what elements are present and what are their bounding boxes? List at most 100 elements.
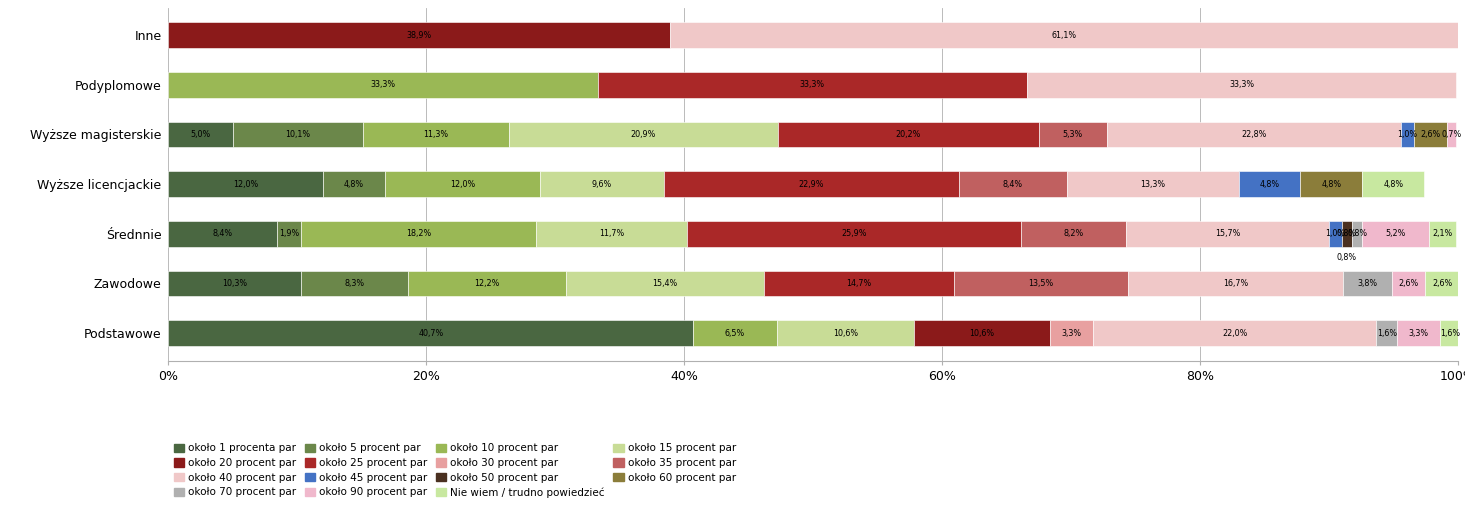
Bar	[958, 171, 1067, 197]
Bar	[598, 72, 1027, 98]
Text: 22,8%: 22,8%	[1241, 130, 1267, 139]
Text: 5,2%: 5,2%	[1386, 229, 1406, 238]
Text: 11,3%: 11,3%	[423, 130, 448, 139]
Bar	[565, 270, 765, 297]
Text: 5,3%: 5,3%	[1062, 130, 1083, 139]
Bar	[324, 171, 385, 197]
Bar	[776, 320, 914, 346]
Text: 2,6%: 2,6%	[1421, 130, 1440, 139]
Text: 1,0%: 1,0%	[1398, 130, 1418, 139]
Text: 10,3%: 10,3%	[223, 279, 248, 288]
Text: 61,1%: 61,1%	[1052, 30, 1077, 40]
Bar	[1343, 270, 1392, 297]
Text: 4,8%: 4,8%	[1260, 180, 1279, 188]
Text: 2,6%: 2,6%	[1433, 279, 1452, 288]
Bar	[385, 171, 539, 197]
Bar	[1301, 171, 1362, 197]
Bar	[536, 221, 687, 247]
Bar	[1128, 270, 1343, 297]
Bar	[1401, 122, 1414, 147]
Text: 38,9%: 38,9%	[407, 30, 432, 40]
Bar	[693, 320, 776, 346]
Text: 0,8%: 0,8%	[1346, 229, 1367, 238]
Bar	[168, 122, 233, 147]
Bar	[1093, 320, 1377, 346]
Text: 33,3%: 33,3%	[1229, 80, 1254, 89]
Bar	[1440, 320, 1461, 346]
Bar	[1430, 221, 1456, 247]
Bar	[914, 320, 1050, 346]
Text: 8,3%: 8,3%	[344, 279, 365, 288]
Text: 4,8%: 4,8%	[1321, 180, 1342, 188]
Text: 12,0%: 12,0%	[233, 180, 258, 188]
Text: 4,8%: 4,8%	[1383, 180, 1403, 188]
Bar	[302, 221, 536, 247]
Bar	[168, 221, 277, 247]
Text: 15,7%: 15,7%	[1214, 229, 1241, 238]
Text: 6,5%: 6,5%	[725, 329, 746, 338]
Text: 1,6%: 1,6%	[1377, 329, 1396, 338]
Text: 22,0%: 22,0%	[1222, 329, 1247, 338]
Bar	[1362, 171, 1424, 197]
Text: 25,9%: 25,9%	[841, 229, 866, 238]
Bar	[1027, 72, 1456, 98]
Bar	[1392, 270, 1425, 297]
Text: 2,1%: 2,1%	[1433, 229, 1453, 238]
Text: 2,6%: 2,6%	[1399, 279, 1418, 288]
Text: 11,7%: 11,7%	[599, 229, 624, 238]
Text: 1,6%: 1,6%	[1440, 329, 1461, 338]
Text: 22,9%: 22,9%	[798, 180, 823, 188]
Bar	[168, 22, 670, 48]
Bar	[1127, 221, 1329, 247]
Bar	[168, 72, 598, 98]
Text: 5,0%: 5,0%	[190, 130, 211, 139]
Text: 20,9%: 20,9%	[631, 130, 656, 139]
Text: 12,2%: 12,2%	[475, 279, 500, 288]
Bar	[1050, 320, 1093, 346]
Text: 20,2%: 20,2%	[895, 130, 921, 139]
Bar	[1414, 122, 1447, 147]
Bar	[1377, 320, 1398, 346]
Bar	[1352, 221, 1362, 247]
Text: 0,7%: 0,7%	[1442, 130, 1462, 139]
Text: 10,1%: 10,1%	[286, 130, 311, 139]
Bar	[363, 122, 508, 147]
Text: 10,6%: 10,6%	[970, 329, 995, 338]
Bar	[539, 171, 664, 197]
Text: 1,0%: 1,0%	[1326, 229, 1345, 238]
Bar	[1447, 122, 1456, 147]
Bar	[1342, 221, 1352, 247]
Text: 14,7%: 14,7%	[847, 279, 872, 288]
Bar	[670, 22, 1458, 48]
Bar	[1329, 221, 1342, 247]
Text: 13,3%: 13,3%	[1140, 180, 1165, 188]
Text: 15,4%: 15,4%	[652, 279, 677, 288]
Text: 0,8%: 0,8%	[1336, 253, 1357, 262]
Text: 33,3%: 33,3%	[800, 80, 825, 89]
Bar	[302, 270, 409, 297]
Text: 33,3%: 33,3%	[371, 80, 396, 89]
Text: 18,2%: 18,2%	[406, 229, 431, 238]
Bar	[1039, 122, 1108, 147]
Bar	[233, 122, 363, 147]
Text: 1,9%: 1,9%	[278, 229, 299, 238]
Legend: około 1 procenta par, około 20 procent par, około 40 procent par, około 70 proce: około 1 procenta par, około 20 procent p…	[174, 443, 735, 498]
Text: 16,7%: 16,7%	[1223, 279, 1248, 288]
Text: 3,3%: 3,3%	[1062, 329, 1081, 338]
Bar	[1398, 320, 1440, 346]
Bar	[1021, 221, 1127, 247]
Text: 4,8%: 4,8%	[344, 180, 365, 188]
Bar	[664, 171, 958, 197]
Text: 10,6%: 10,6%	[832, 329, 858, 338]
Text: 3,3%: 3,3%	[1408, 329, 1428, 338]
Text: 8,2%: 8,2%	[1064, 229, 1084, 238]
Bar	[778, 122, 1039, 147]
Text: 13,5%: 13,5%	[1028, 279, 1053, 288]
Bar	[409, 270, 565, 297]
Bar	[168, 320, 693, 346]
Bar	[1067, 171, 1238, 197]
Bar	[954, 270, 1128, 297]
Text: 0,8%: 0,8%	[1336, 229, 1357, 238]
Bar	[168, 270, 302, 297]
Text: 8,4%: 8,4%	[212, 229, 233, 238]
